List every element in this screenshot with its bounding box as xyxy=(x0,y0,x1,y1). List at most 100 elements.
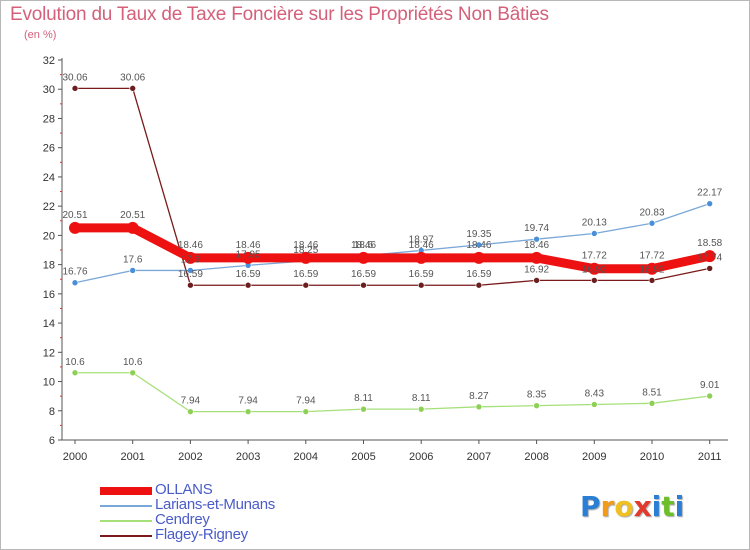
data-label: 18.58 xyxy=(697,238,722,249)
data-point xyxy=(415,251,428,264)
data-label: 18.46 xyxy=(409,240,434,251)
legend-label-cendrey: Cendrey xyxy=(155,511,210,528)
data-point xyxy=(187,281,194,289)
data-label: 8.11 xyxy=(354,393,373,404)
y-tick-label: 14 xyxy=(43,318,55,330)
data-point xyxy=(129,369,136,377)
data-label: 16.59 xyxy=(409,269,434,280)
y-tick-label: 22 xyxy=(43,201,55,213)
y-tick-label: 16 xyxy=(43,289,55,301)
data-point xyxy=(187,267,194,274)
data-label: 7.94 xyxy=(296,396,316,407)
data-label: 16.59 xyxy=(466,269,491,280)
x-tick-label: 2000 xyxy=(63,451,87,463)
logo-letter: t xyxy=(661,490,675,523)
logo-letter: o xyxy=(614,490,634,523)
series-line-2 xyxy=(74,203,710,284)
y-tick-label: 12 xyxy=(43,347,55,359)
x-tick-label: 2007 xyxy=(467,451,491,463)
data-label: 17.72 xyxy=(639,251,664,262)
data-label: 22.17 xyxy=(697,188,722,199)
data-point xyxy=(475,241,483,249)
data-label: 16.59 xyxy=(351,269,376,280)
data-label: 30.06 xyxy=(120,72,145,83)
y-tick-label: 6 xyxy=(49,435,55,447)
data-label: 16.92 xyxy=(582,264,607,275)
legend-label-ollans: OLLANS xyxy=(155,481,213,498)
x-tick-label: 2008 xyxy=(524,451,548,463)
logo-letter: i xyxy=(674,490,685,523)
data-point xyxy=(590,277,598,284)
data-point xyxy=(360,405,367,413)
data-label: 18.46 xyxy=(293,240,318,251)
data-label: 7.94 xyxy=(238,396,258,407)
chart-title: Evolution du Taux de Taxe Foncière sur l… xyxy=(10,4,549,25)
x-tick-label: 2001 xyxy=(120,451,144,463)
data-label: 18.46 xyxy=(236,240,261,251)
data-point xyxy=(706,265,714,272)
data-label: 20.13 xyxy=(582,217,607,228)
data-point xyxy=(417,281,425,289)
data-point xyxy=(126,221,139,234)
data-label: 18.46 xyxy=(524,240,549,251)
data-label: 7.94 xyxy=(181,396,201,407)
y-tick-label: 20 xyxy=(43,230,55,242)
y-tick-label: 28 xyxy=(43,113,55,125)
data-point xyxy=(417,405,425,413)
chart-subtitle: (en %) xyxy=(24,29,57,41)
data-point xyxy=(71,369,79,377)
data-point xyxy=(590,230,598,237)
data-label: 18.97 xyxy=(409,234,434,245)
data-point xyxy=(129,267,136,274)
data-point xyxy=(299,251,312,264)
series-line-3 xyxy=(75,223,711,274)
data-point xyxy=(184,251,197,264)
data-point xyxy=(533,402,540,409)
legend-label-flagey: Flagey-Rigney xyxy=(155,526,248,543)
data-point xyxy=(475,403,483,411)
data-label: 8.11 xyxy=(412,393,431,404)
data-point xyxy=(302,281,310,289)
data-point xyxy=(472,251,485,264)
legend-swatch-flagey xyxy=(100,535,152,537)
data-point xyxy=(242,251,255,264)
data-point xyxy=(357,251,370,264)
data-point xyxy=(69,221,81,234)
data-label: 17.95 xyxy=(236,249,261,260)
logo-letter: i xyxy=(651,490,662,523)
data-point xyxy=(244,408,252,415)
data-label: 20.51 xyxy=(62,210,87,221)
data-label: 9.01 xyxy=(700,380,720,391)
data-label: 16.76 xyxy=(62,267,87,278)
data-point xyxy=(475,281,483,289)
data-point xyxy=(588,262,601,275)
data-label: 10.6 xyxy=(65,357,85,368)
data-label: 30.06 xyxy=(62,72,87,83)
logo-letter: r xyxy=(600,490,615,523)
x-tick-label: 2004 xyxy=(294,451,318,463)
data-point xyxy=(706,392,714,400)
data-label: 18.25 xyxy=(293,245,318,256)
y-tick-label: 18 xyxy=(43,260,55,272)
legend-swatch-ollans xyxy=(100,487,152,495)
data-label: 18.46 xyxy=(466,240,491,251)
data-label: 18.46 xyxy=(351,240,376,251)
series-line-1 xyxy=(75,372,710,413)
data-label: 8.51 xyxy=(642,387,662,398)
data-point xyxy=(703,250,716,263)
x-tick-label: 2009 xyxy=(582,451,606,463)
data-label: 19.35 xyxy=(466,229,491,240)
y-tick-label: 24 xyxy=(43,172,55,184)
legend-swatch-cendrey xyxy=(100,520,152,522)
data-point xyxy=(533,277,540,284)
data-label: 17.72 xyxy=(582,251,607,262)
data-point xyxy=(71,85,79,92)
data-point xyxy=(187,408,194,415)
y-tick-label: 26 xyxy=(43,143,55,155)
x-tick-label: 2010 xyxy=(640,451,664,463)
data-label: 8.35 xyxy=(527,390,547,401)
data-label: 8.43 xyxy=(585,388,605,399)
data-label: 16.59 xyxy=(178,269,203,280)
data-label: 10.6 xyxy=(123,357,143,368)
